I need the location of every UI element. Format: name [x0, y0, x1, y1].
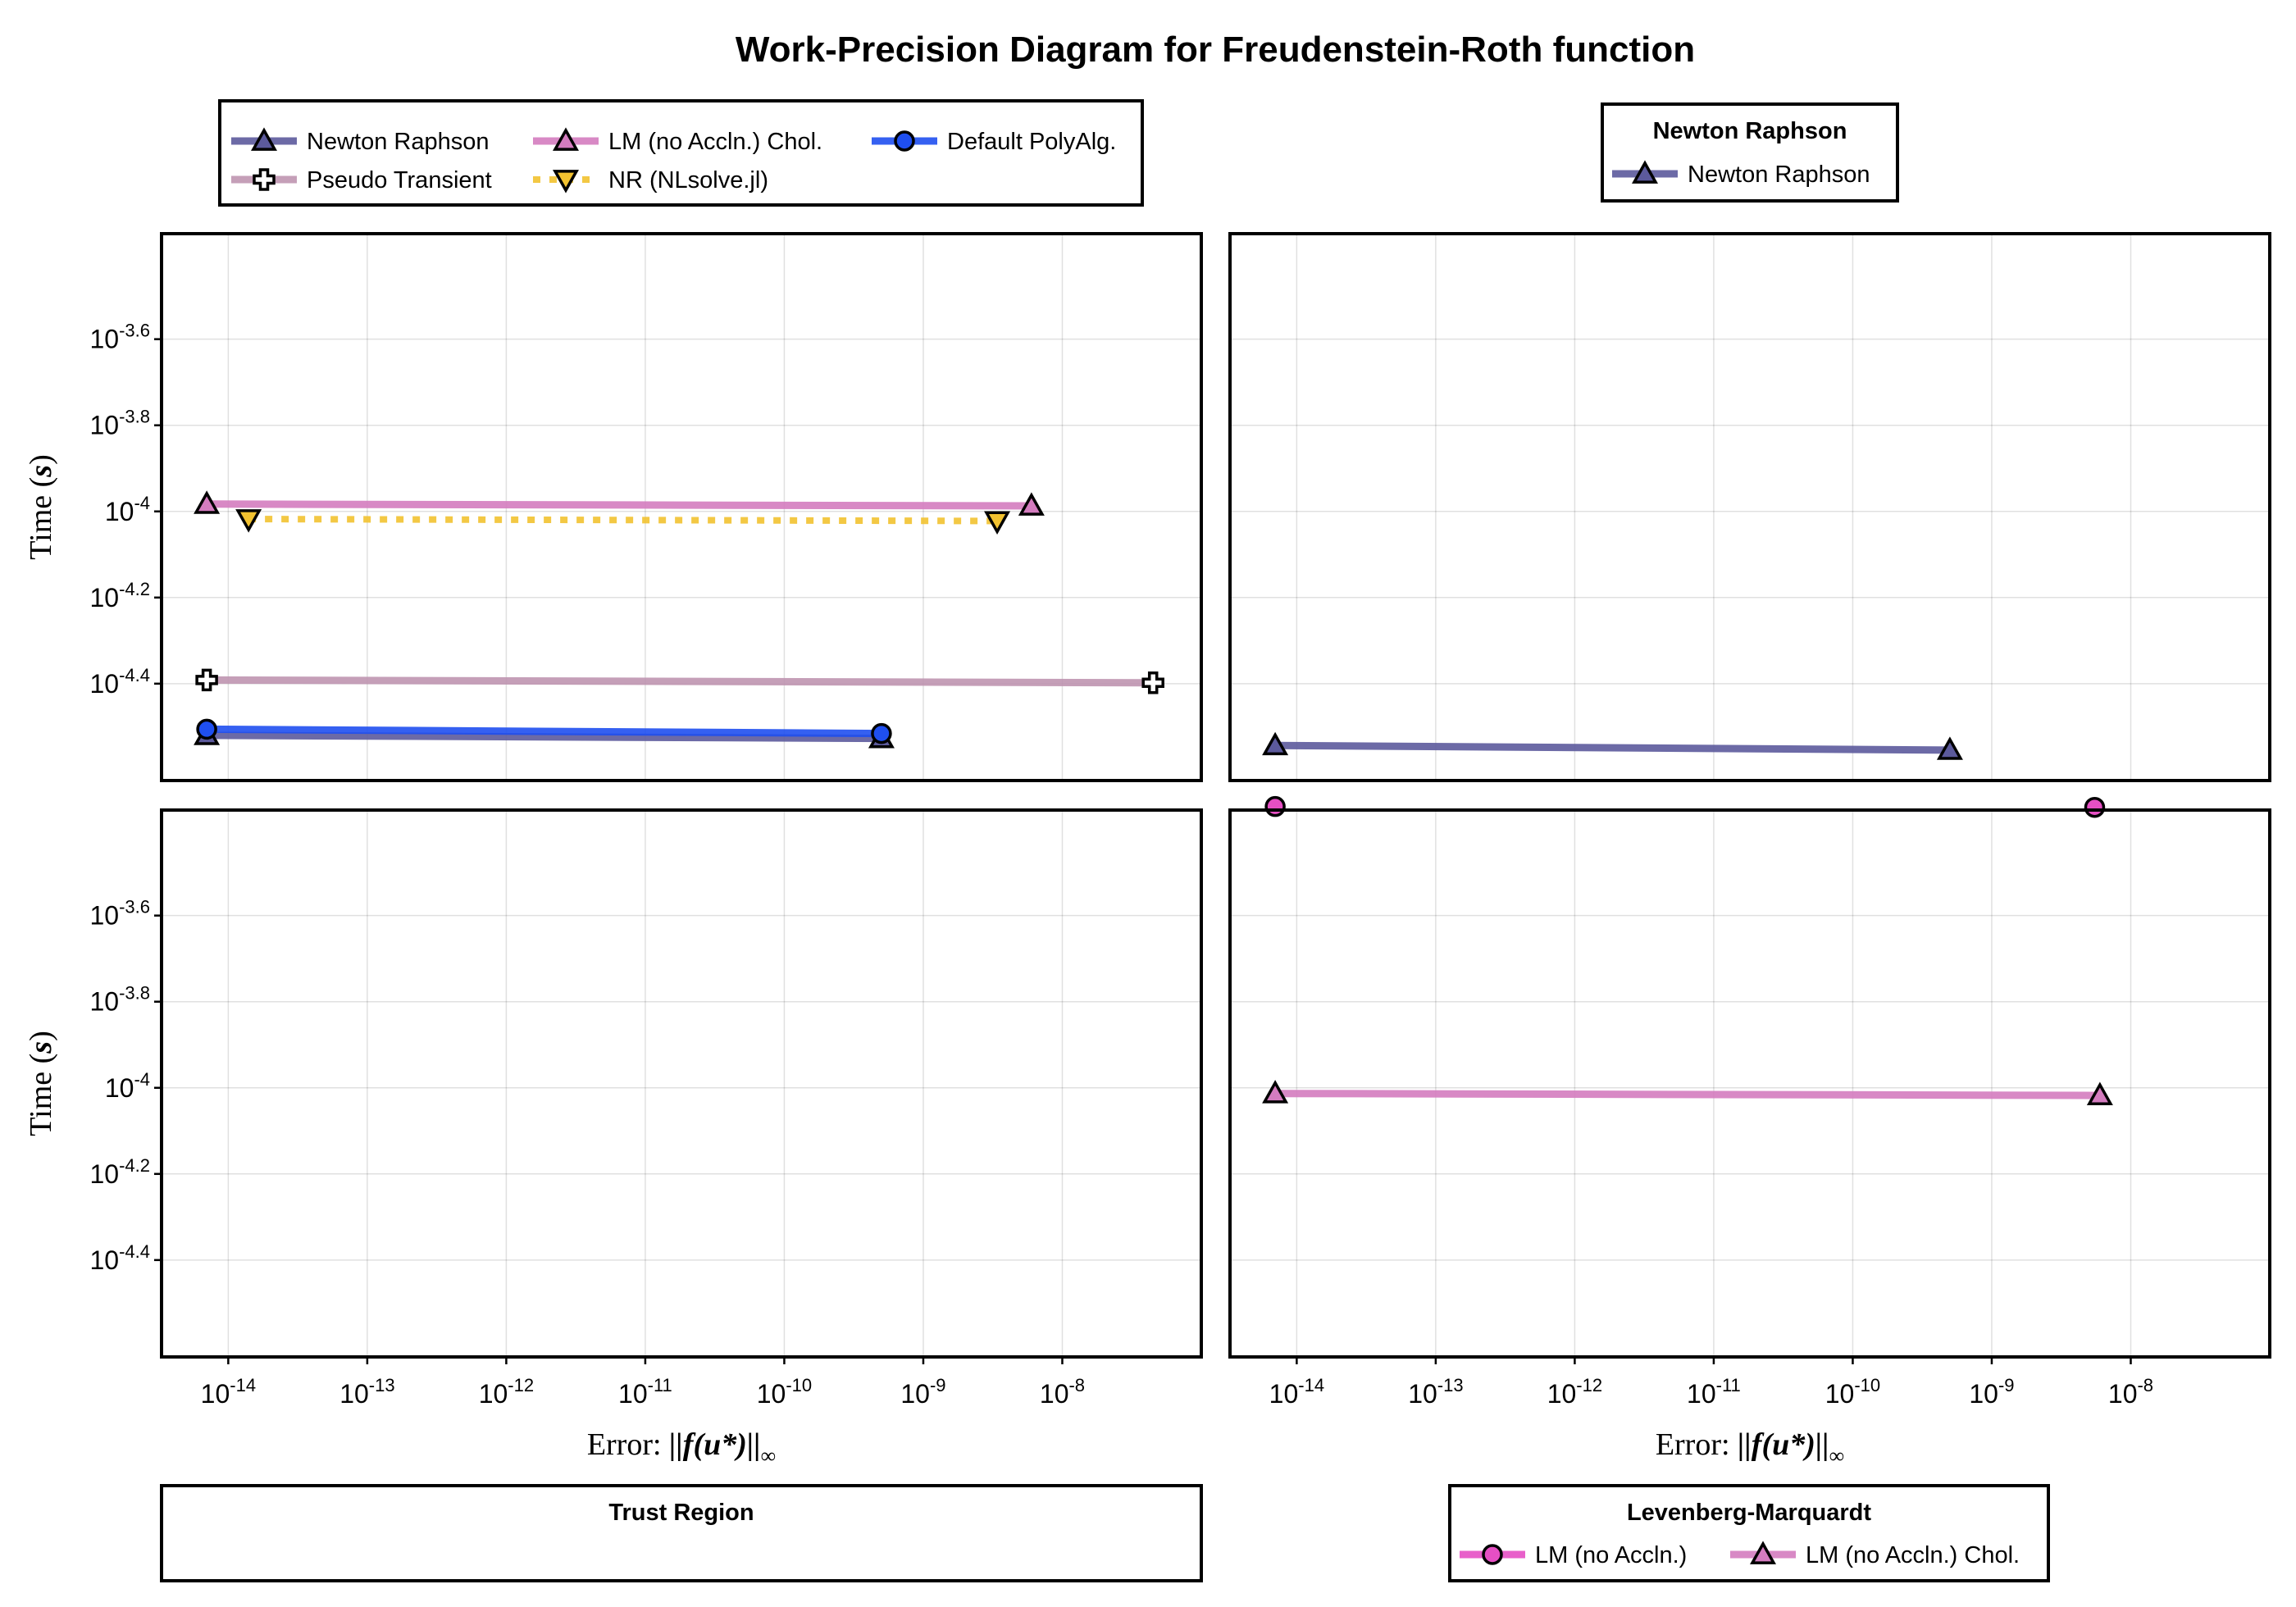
- legend-swatch-marker: [1750, 1541, 1776, 1564]
- x-axis-label: Error: ||f(u*)||∞: [587, 1427, 776, 1468]
- legend-swatch-marker: [553, 170, 579, 193]
- y-tick-label: 10-4.2: [89, 579, 150, 612]
- legend-entry-label: Pseudo Transient: [307, 167, 492, 193]
- series-line: [207, 676, 1154, 687]
- series-layer: [1275, 741, 1950, 754]
- x-tick-label: 10-11: [618, 1375, 672, 1409]
- legend-title: Newton Raphson: [1653, 118, 1847, 144]
- data-point: [984, 511, 1011, 535]
- x-tick-label: 10-9: [900, 1375, 945, 1409]
- data-point: [1262, 1080, 1289, 1104]
- series-line: [248, 516, 998, 525]
- x-tick-label: 10-12: [479, 1375, 534, 1409]
- panel-top-left: 10-3.6 10-3.8 10-4 10-4.2 10-4.4 Time (s): [24, 232, 1203, 782]
- legend-frame: [1601, 102, 1899, 203]
- data-point: [1262, 731, 1289, 756]
- x-tick-label: 10-11: [1687, 1375, 1741, 1409]
- series-line: [207, 500, 1032, 510]
- legend-frame: [160, 1484, 1203, 1582]
- panel-top-right: [1228, 232, 2271, 782]
- series-line: [207, 725, 882, 738]
- grid: [1230, 810, 2270, 1357]
- axes-frame: [1228, 232, 2271, 782]
- x-tick-label: 10-13: [339, 1375, 394, 1409]
- grid: [162, 810, 1201, 1357]
- series-line: [1275, 1090, 2100, 1099]
- axes-frame: [160, 808, 1203, 1359]
- x-tick-label: 10-10: [1825, 1375, 1880, 1409]
- x-tick-label: 10-14: [1269, 1375, 1324, 1409]
- legend-entry-label: LM (no Accln.): [1535, 1542, 1687, 1568]
- x-tick-label: 10-13: [1408, 1375, 1463, 1409]
- data-point: [1264, 795, 1286, 817]
- data-point: [1141, 671, 1164, 694]
- legend-bottom-left: Trust Region: [160, 1484, 1203, 1582]
- data-point: [871, 722, 892, 744]
- legend-top-right: Newton Raphson Newton Raphson: [1601, 102, 1899, 203]
- x-tick-label: 10-14: [201, 1375, 256, 1409]
- data-point: [2084, 796, 2106, 818]
- series-layer: [207, 500, 1154, 743]
- x-tick-label: 10-12: [1547, 1375, 1602, 1409]
- data-point: [195, 668, 218, 692]
- y-tick-label: 10-4.4: [89, 1241, 150, 1275]
- x-tick-label: 10-8: [1040, 1375, 1085, 1409]
- figure-title: Work-Precision Diagram for Freudenstein-…: [736, 30, 1695, 70]
- x-tick-label: 10-10: [757, 1375, 812, 1409]
- data-point: [1936, 736, 1963, 760]
- y-tick-label: 10-3.6: [89, 897, 150, 931]
- legend-swatch-marker: [894, 130, 915, 152]
- legend-swatch-marker: [553, 127, 579, 151]
- data-point: [194, 490, 221, 514]
- legend-frame: [1448, 1484, 2050, 1582]
- legend-swatch-marker: [1482, 1544, 1503, 1565]
- axes-frame: [1228, 808, 2271, 1359]
- data-point: [2086, 1081, 2113, 1105]
- y-tick-label: 10-4.4: [89, 665, 150, 699]
- legend-entry-label: LM (no Accln.) Chol.: [1806, 1542, 2020, 1568]
- legend-entry-label: NR (NLsolve.jl): [608, 167, 768, 193]
- legend-title: Trust Region: [608, 1500, 754, 1526]
- x-axis-label: Error: ||f(u*)||∞: [1656, 1427, 1844, 1468]
- data-point: [235, 509, 262, 533]
- y-tick-label: 10-3.8: [89, 983, 150, 1017]
- legend-entry-label: Newton Raphson: [1688, 162, 1870, 188]
- y-tick-label: 10-3.6: [89, 321, 150, 354]
- legend-swatch-marker: [251, 127, 277, 151]
- y-axis-label: Time (s): [24, 454, 58, 559]
- series-line: [207, 731, 882, 743]
- y-tick-label: 10-3.8: [89, 407, 150, 440]
- legend-entry-label: LM (no Accln.) Chol.: [608, 129, 822, 155]
- legends-layer: Newton Raphson LM (no Accln.) Chol. Defaul…: [160, 99, 2050, 1582]
- legend-top-left: Newton Raphson LM (no Accln.) Chol. Defaul…: [218, 99, 1144, 207]
- series-layer: [1275, 810, 2100, 1099]
- legend-entry-label: Newton Raphson: [307, 129, 489, 155]
- panel-bottom-right: 10-14 10-13 10-12 10-11 10-10 10-9 10-8 Error: …: [1228, 795, 2271, 1468]
- x-tick-label: 10-8: [2108, 1375, 2153, 1409]
- y-axis-label: Time (s): [24, 1031, 58, 1136]
- legend-title: Levenberg-Marquardt: [1627, 1500, 1871, 1526]
- data-point: [1018, 492, 1045, 516]
- y-tick-label: 10-4: [105, 1069, 150, 1103]
- legend-swatch-marker: [253, 168, 276, 191]
- grid: [1230, 234, 2270, 781]
- panel-bottom-left: 10-3.6 10-3.8 10-4 10-4.2 10-4.4 Time (s) 10-1…: [24, 808, 1203, 1468]
- data-point: [196, 718, 217, 740]
- y-tick-label: 10-4: [105, 493, 150, 526]
- legend-swatch-marker: [1632, 160, 1658, 184]
- legend-entry-label: Default PolyAlg.: [947, 129, 1116, 155]
- series-line: [1275, 741, 1950, 754]
- series-line: [1275, 810, 2095, 812]
- legend-frame: [218, 99, 1144, 207]
- legend-bottom-right: Levenberg-Marquardt LM (no Accln.) LM (no …: [1448, 1484, 2050, 1582]
- axes-frame: [160, 232, 1203, 782]
- y-tick-label: 10-4.2: [89, 1155, 150, 1189]
- x-tick-label: 10-9: [1969, 1375, 2014, 1409]
